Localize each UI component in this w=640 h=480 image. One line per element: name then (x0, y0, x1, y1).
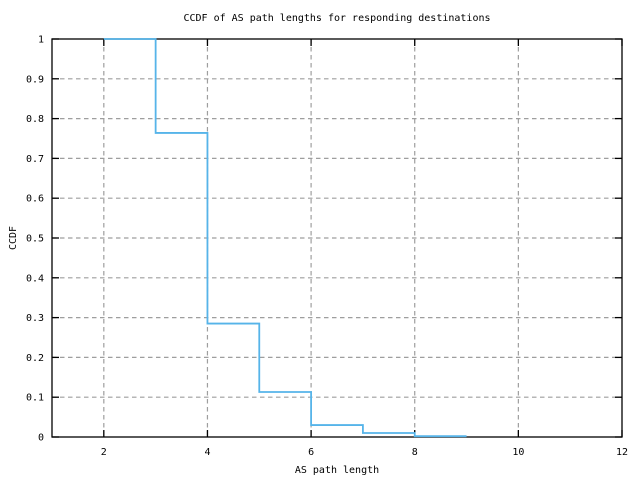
x-tick-label: 10 (512, 447, 524, 458)
x-tick-label: 8 (412, 447, 418, 458)
y-tick-label: 0.9 (26, 74, 44, 85)
y-tick-label: 0.2 (26, 353, 44, 364)
ccdf-step-curve (103, 38, 467, 438)
y-tick-label: 0.4 (26, 273, 44, 284)
x-tick-label: 12 (616, 447, 628, 458)
y-tick-label: 0.1 (26, 393, 44, 404)
y-tick-label: 0.6 (26, 194, 44, 205)
plot-border (51, 38, 623, 438)
y-tick-label: 0 (38, 433, 44, 444)
chart-title: CCDF of AS path lengths for responding d… (183, 13, 491, 24)
x-tick-label: 2 (101, 447, 107, 458)
y-tick-label: 0.3 (26, 313, 44, 324)
y-tick-label: 0.7 (26, 154, 44, 165)
x-tick-label: 4 (204, 447, 210, 458)
y-tick-label: 1 (38, 35, 44, 46)
x-tick-label: 6 (308, 447, 314, 458)
y-tick-label: 0.8 (26, 114, 44, 125)
y-tick-label: 0.5 (26, 234, 44, 245)
x-axis-label: AS path length (294, 465, 380, 476)
